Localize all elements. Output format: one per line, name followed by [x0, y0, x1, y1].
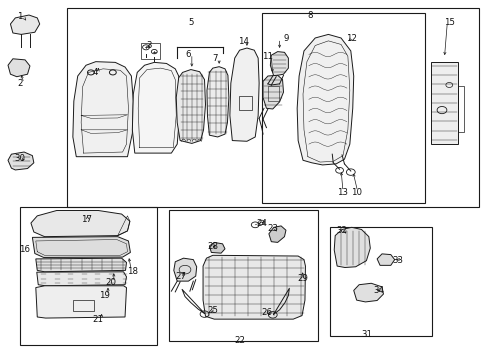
Bar [20, 207, 157, 345]
Text: 1: 1 [18, 12, 23, 21]
Polygon shape [173, 258, 196, 281]
Text: 16: 16 [19, 246, 30, 255]
Polygon shape [176, 69, 205, 143]
Text: 30: 30 [15, 154, 26, 163]
Text: 5: 5 [188, 18, 193, 27]
Text: 8: 8 [307, 10, 312, 19]
Polygon shape [73, 62, 133, 157]
Text: 11: 11 [262, 52, 272, 61]
Polygon shape [8, 152, 34, 170]
Bar [73, 300, 94, 311]
Text: 3: 3 [146, 41, 152, 50]
Text: 27: 27 [175, 272, 186, 281]
Text: 21: 21 [93, 315, 103, 324]
Bar [261, 13, 424, 203]
Polygon shape [37, 272, 126, 286]
Polygon shape [36, 258, 126, 272]
Text: 20: 20 [105, 278, 116, 287]
Polygon shape [32, 237, 130, 257]
Text: 19: 19 [99, 291, 110, 300]
Polygon shape [36, 286, 126, 318]
Text: 7: 7 [212, 54, 218, 63]
Text: 31: 31 [360, 330, 371, 339]
Text: 28: 28 [207, 242, 218, 251]
Polygon shape [376, 254, 394, 265]
Bar [238, 96, 252, 110]
Text: 15: 15 [443, 18, 454, 27]
Polygon shape [209, 242, 224, 253]
Polygon shape [430, 62, 457, 144]
Text: 26: 26 [261, 308, 271, 317]
Text: 32: 32 [336, 226, 347, 235]
Text: 12: 12 [346, 34, 357, 43]
Text: 25: 25 [207, 306, 218, 315]
Text: 22: 22 [234, 336, 244, 345]
Text: 4: 4 [93, 68, 98, 77]
Polygon shape [10, 15, 40, 35]
Text: 34: 34 [372, 286, 383, 295]
Polygon shape [229, 48, 259, 141]
Bar [457, 86, 463, 132]
Polygon shape [8, 59, 30, 77]
Text: 18: 18 [126, 267, 138, 276]
Polygon shape [268, 226, 285, 242]
Text: 29: 29 [297, 274, 308, 283]
Bar [168, 211, 317, 341]
Polygon shape [297, 35, 353, 165]
Polygon shape [31, 211, 130, 237]
Polygon shape [263, 75, 283, 109]
Text: 23: 23 [267, 224, 278, 233]
Text: 9: 9 [283, 34, 288, 43]
Polygon shape [333, 227, 369, 267]
Text: 14: 14 [238, 37, 248, 46]
Polygon shape [132, 62, 180, 153]
Bar [329, 226, 431, 336]
Text: 10: 10 [350, 188, 362, 197]
Bar [267, 86, 278, 101]
Polygon shape [203, 255, 305, 319]
Polygon shape [270, 51, 288, 76]
Text: 13: 13 [336, 188, 347, 197]
Text: 6: 6 [185, 50, 191, 59]
Text: 33: 33 [392, 256, 403, 265]
Text: 2: 2 [18, 79, 23, 88]
Text: 24: 24 [256, 219, 267, 228]
Bar [141, 42, 159, 59]
Polygon shape [206, 67, 228, 137]
Bar [66, 8, 478, 207]
Text: 17: 17 [81, 215, 91, 224]
Polygon shape [353, 283, 383, 302]
